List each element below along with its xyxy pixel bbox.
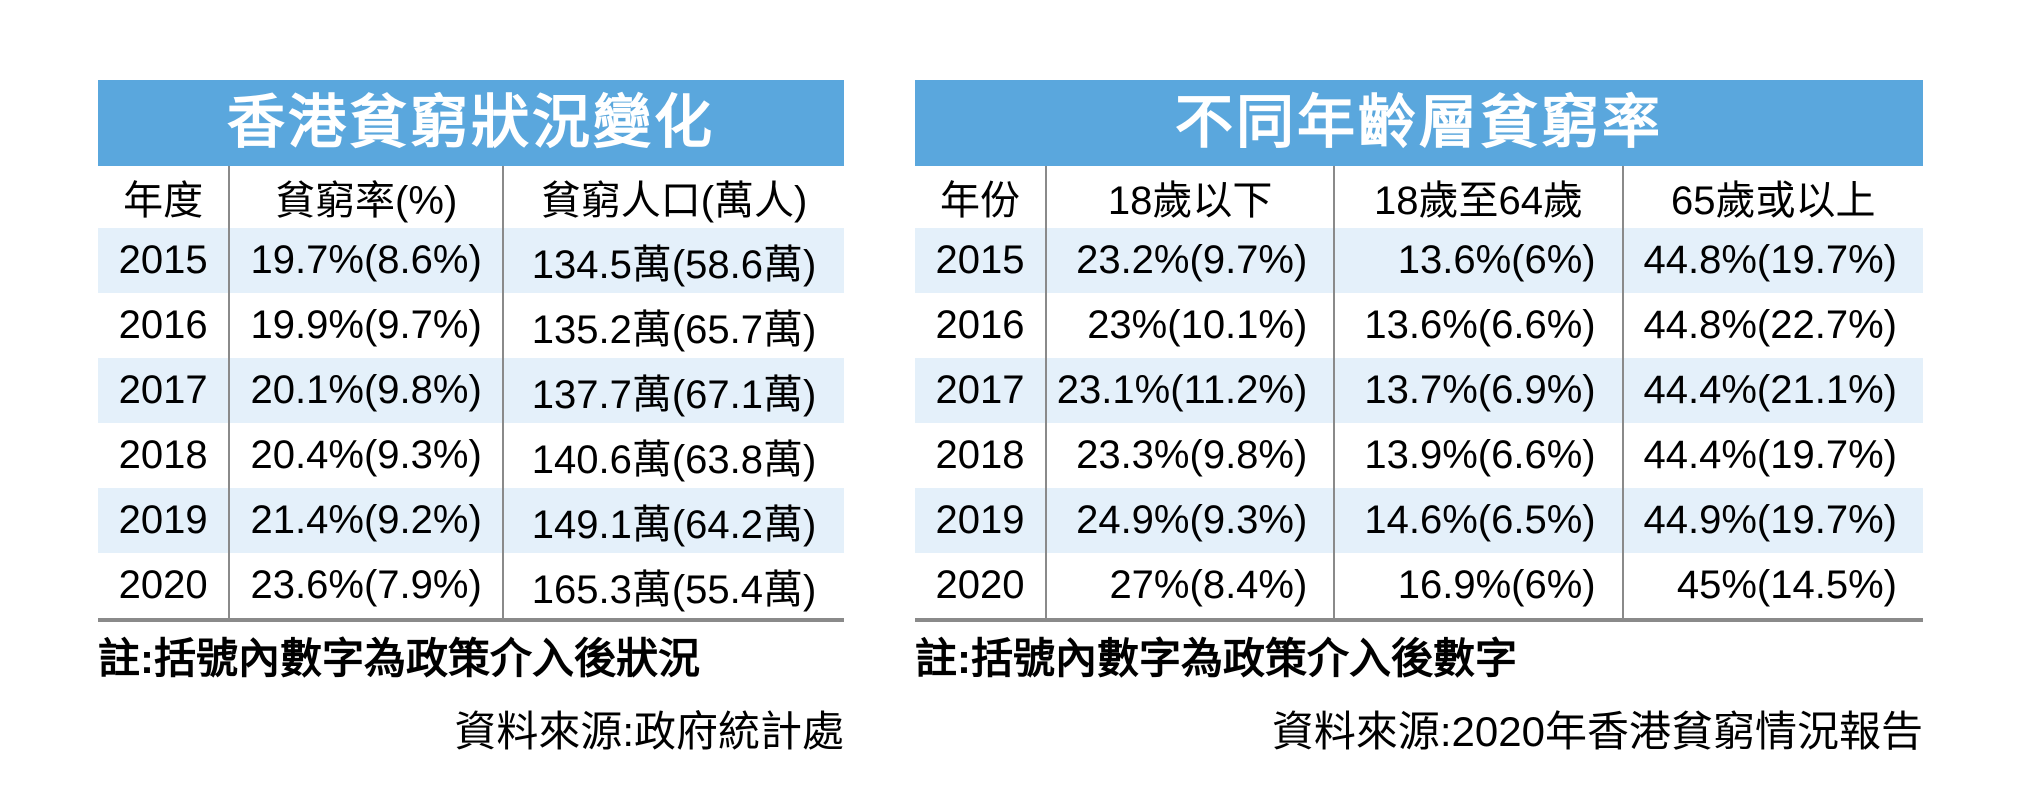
- under-18-cell: 24.9%(9.3%): [1045, 488, 1335, 553]
- table-row: 2020 27%(8.4%) 16.9%(6%) 45%(14.5%): [915, 553, 1923, 620]
- poverty-population-cell: 135.2萬(65.7萬): [502, 293, 844, 358]
- poverty-population-cell: 140.6萬(63.8萬): [502, 423, 844, 488]
- source-credit: 資料來源:政府統計處: [454, 708, 844, 755]
- age-65-plus-cell: 44.4%(19.7%): [1621, 423, 1923, 488]
- poverty-rate-cell: 23.6%(7.9%): [228, 553, 504, 620]
- age-18-64-cell: 13.7%(6.9%): [1333, 358, 1623, 423]
- column-header-under-18: 18歲以下: [1045, 166, 1335, 228]
- year-cell: 2017: [935, 368, 1025, 412]
- year-cell: 2020: [935, 563, 1025, 607]
- under-18-cell: 23.1%(11.2%): [1045, 358, 1335, 423]
- card-poverty-rate-by-age: 不同年齡層貧窮率 年份 18歲以下 18歲至64歲 65歲或以上 2015 23…: [915, 80, 1923, 759]
- poverty-population-cell: 165.3萬(55.4萬): [502, 553, 844, 620]
- age-65-plus-cell: 44.4%(21.1%): [1621, 358, 1923, 423]
- year-cell: 2017: [118, 368, 208, 412]
- column-header-year: 年份: [940, 179, 1021, 223]
- poverty-rate-cell: 20.4%(9.3%): [228, 423, 504, 488]
- table-row: 2019 21.4%(9.2%) 149.1萬(64.2萬): [98, 488, 844, 553]
- table-row: 2019 24.9%(9.3%) 14.6%(6.5%) 44.9%(19.7%…: [915, 488, 1923, 553]
- year-cell: 2018: [118, 433, 208, 477]
- poverty-population-cell: 137.7萬(67.1萬): [502, 358, 844, 423]
- year-cell: 2019: [118, 498, 208, 542]
- header-row: 年份 18歲以下 18歲至64歲 65歲或以上: [915, 166, 1923, 228]
- poverty-rate-cell: 19.9%(9.7%): [228, 293, 504, 358]
- under-18-cell: 27%(8.4%): [1045, 553, 1335, 620]
- column-header-65-plus: 65歲或以上: [1621, 166, 1923, 228]
- year-cell: 2015: [118, 238, 208, 282]
- age-18-64-cell: 16.9%(6%): [1333, 553, 1623, 620]
- age-18-64-cell: 14.6%(6.5%): [1333, 488, 1623, 553]
- card-hk-poverty-change: 香港貧窮狀況變化 年度 貧窮率(%) 貧窮人口(萬人) 2015 19.7%(8…: [98, 80, 844, 759]
- age-65-plus-cell: 44.8%(22.7%): [1621, 293, 1923, 358]
- table-row: 2017 20.1%(9.8%) 137.7萬(67.1萬): [98, 358, 844, 423]
- age-18-64-cell: 13.6%(6%): [1333, 228, 1623, 293]
- table-row: 2015 23.2%(9.7%) 13.6%(6%) 44.8%(19.7%): [915, 228, 1923, 293]
- column-header-poverty-rate: 貧窮率(%): [228, 166, 504, 228]
- header-row: 年度 貧窮率(%) 貧窮人口(萬人): [98, 166, 844, 228]
- table-row: 2015 19.7%(8.6%) 134.5萬(58.6萬): [98, 228, 844, 293]
- table-row: 2016 23%(10.1%) 13.6%(6.6%) 44.8%(22.7%): [915, 293, 1923, 358]
- year-cell: 2016: [935, 303, 1025, 347]
- under-18-cell: 23.3%(9.8%): [1045, 423, 1335, 488]
- poverty-rate-cell: 19.7%(8.6%): [228, 228, 504, 293]
- year-cell: 2015: [935, 238, 1025, 282]
- column-header-poverty-population: 貧窮人口(萬人): [502, 166, 844, 228]
- age-18-64-cell: 13.9%(6.6%): [1333, 423, 1623, 488]
- year-cell: 2020: [118, 563, 208, 607]
- age-65-plus-cell: 44.9%(19.7%): [1621, 488, 1923, 553]
- table-row: 2018 23.3%(9.8%) 13.9%(6.6%) 44.4%(19.7%…: [915, 423, 1923, 488]
- under-18-cell: 23%(10.1%): [1045, 293, 1335, 358]
- year-cell: 2016: [118, 303, 208, 347]
- age-18-64-cell: 13.6%(6.6%): [1333, 293, 1623, 358]
- year-cell: 2019: [935, 498, 1025, 542]
- year-cell: 2018: [935, 433, 1025, 477]
- table-row: 2018 20.4%(9.3%) 140.6萬(63.8萬): [98, 423, 844, 488]
- footnote: 註:括號內數字為政策介入後狀況: [98, 635, 700, 682]
- poverty-population-cell: 134.5萬(58.6萬): [502, 228, 844, 293]
- footnote: 註:括號內數字為政策介入後數字: [915, 635, 1517, 682]
- table-title-poverty-rate-by-age: 不同年齡層貧窮率: [915, 80, 1923, 166]
- poverty-rate-cell: 20.1%(9.8%): [228, 358, 504, 423]
- under-18-cell: 23.2%(9.7%): [1045, 228, 1335, 293]
- column-header-year: 年度: [123, 179, 204, 223]
- poverty-population-cell: 149.1萬(64.2萬): [502, 488, 844, 553]
- column-header-18-to-64: 18歲至64歲: [1333, 166, 1623, 228]
- source-credit: 資料來源:2020年香港貧窮情況報告: [1271, 708, 1923, 755]
- table-row: 2020 23.6%(7.9%) 165.3萬(55.4萬): [98, 553, 844, 620]
- poverty-rate-by-age-table: 年份 18歲以下 18歲至64歲 65歲或以上 2015 23.2%(9.7%)…: [915, 166, 1923, 622]
- table-row: 2016 19.9%(9.7%) 135.2萬(65.7萬): [98, 293, 844, 358]
- age-65-plus-cell: 44.8%(19.7%): [1621, 228, 1923, 293]
- hk-poverty-change-table: 年度 貧窮率(%) 貧窮人口(萬人) 2015 19.7%(8.6%) 134.…: [98, 166, 844, 622]
- poverty-rate-cell: 21.4%(9.2%): [228, 488, 504, 553]
- table-row: 2017 23.1%(11.2%) 13.7%(6.9%) 44.4%(21.1…: [915, 358, 1923, 423]
- age-65-plus-cell: 45%(14.5%): [1621, 553, 1923, 620]
- table-title-hk-poverty-change: 香港貧窮狀況變化: [98, 80, 844, 166]
